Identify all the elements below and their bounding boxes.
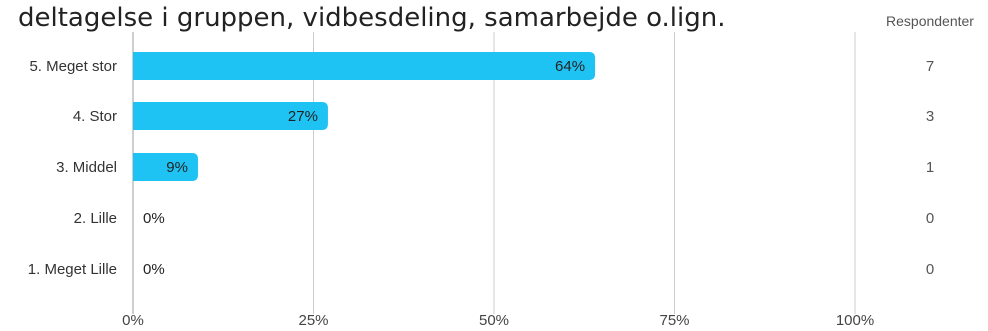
bar: [133, 153, 198, 181]
labels: 0% 25% 50% 75% 100%5. Meget stor 64% 74. Stor 2…: [28, 58, 934, 329]
data-label: 64%: [555, 58, 585, 75]
data-label: 9%: [166, 159, 188, 176]
category-label: 3. Middel: [56, 159, 117, 176]
data-label: 0%: [143, 261, 165, 278]
respondent-count: 3: [926, 108, 934, 125]
category-label: 1. Meget Lille: [28, 261, 117, 278]
respondents-header: Respondenter: [886, 13, 974, 29]
respondent-count: 0: [926, 261, 934, 278]
bars: [133, 52, 596, 181]
respondent-count: 1: [926, 159, 934, 176]
data-label: 27%: [288, 108, 318, 125]
x-tick-label: 25%: [298, 312, 328, 329]
respondent-count: 0: [926, 210, 934, 227]
data-label: 0%: [143, 210, 165, 227]
bar: [133, 102, 328, 130]
category-label: 4. Stor: [73, 108, 117, 125]
x-tick-label: 0%: [122, 312, 144, 329]
chart-title: deltagelse i gruppen, vidbesdeling, sama…: [18, 3, 726, 33]
x-tick-label: 75%: [659, 312, 689, 329]
x-tick-label: 100%: [836, 312, 874, 329]
category-label: 5. Meget stor: [29, 58, 117, 75]
respondent-count: 7: [926, 58, 934, 75]
x-tick-label: 50%: [479, 312, 509, 329]
category-label: 2. Lille: [74, 210, 117, 227]
bar: [133, 52, 596, 80]
